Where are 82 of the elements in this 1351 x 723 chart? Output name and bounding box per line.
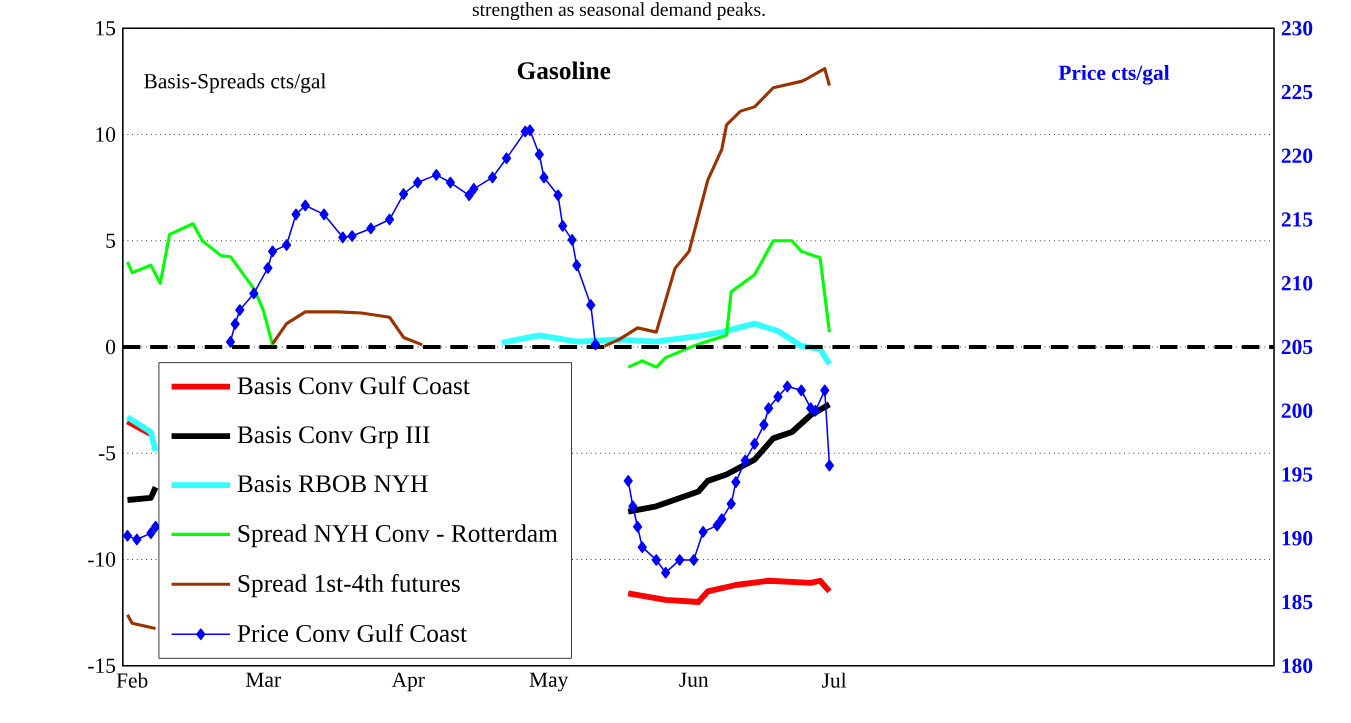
point <box>796 384 806 397</box>
y-tick-label: 10 <box>96 127 116 142</box>
y2-tick-label: 200 <box>1281 403 1313 418</box>
point <box>384 213 395 226</box>
point <box>558 219 568 232</box>
point <box>291 208 301 221</box>
y2-tick-label: 180 <box>1282 658 1313 673</box>
point <box>539 171 549 184</box>
point <box>675 553 685 566</box>
y2-tick-label: 215 <box>1281 212 1313 227</box>
point <box>628 500 638 513</box>
x-tick-label: May <box>529 672 569 692</box>
point <box>572 259 582 272</box>
point <box>267 245 278 258</box>
point <box>637 541 647 553</box>
point <box>534 148 544 161</box>
point <box>501 152 512 165</box>
point <box>740 454 750 467</box>
point <box>347 230 357 242</box>
y-tick-label: 0 <box>106 339 116 355</box>
point <box>445 176 455 189</box>
point <box>717 513 727 525</box>
point <box>661 566 671 579</box>
point <box>431 168 441 181</box>
point <box>824 459 835 472</box>
point <box>764 402 774 414</box>
point <box>487 171 498 184</box>
point <box>319 208 329 221</box>
y-tick-label: -15 <box>88 658 116 673</box>
x-tick-label: Jul <box>822 672 847 688</box>
y-tick-label: -10 <box>88 552 116 567</box>
point <box>698 525 708 538</box>
y2-tick-label: 210 <box>1281 275 1313 291</box>
y2-tick-label: 205 <box>1281 339 1313 355</box>
text: Gasoline <box>517 61 611 80</box>
point <box>731 476 741 488</box>
legend-label: Spread 1st-4th futures <box>238 573 460 598</box>
x-tick-label: Mar <box>245 672 281 687</box>
point <box>590 338 601 351</box>
y-tick-label: 15 <box>96 20 116 36</box>
point <box>282 239 292 251</box>
point <box>623 474 633 487</box>
point <box>567 233 577 246</box>
legend-label: Basis Conv Grp III <box>237 426 430 449</box>
point <box>633 520 643 533</box>
point <box>712 519 722 532</box>
point <box>366 222 376 235</box>
x-tick-label: Jun <box>679 672 709 687</box>
y2-tick-label: 220 <box>1281 148 1313 163</box>
y-tick-label: 5 <box>106 233 116 248</box>
point <box>759 418 769 431</box>
point <box>689 553 699 566</box>
y-tick-label: -5 <box>98 446 116 461</box>
point <box>782 380 792 393</box>
y2-tick-label: 195 <box>1282 467 1313 482</box>
y2-axis-title: Price cts/gal <box>1058 64 1170 85</box>
point <box>469 182 479 195</box>
point <box>651 553 661 566</box>
text: strengthen as seasonal demand peaks. <box>472 2 765 20</box>
point <box>586 298 596 311</box>
x-tick-label: Feb <box>116 672 148 688</box>
point <box>399 188 409 200</box>
point <box>413 176 423 189</box>
legend-label: Basis RBOB NYH <box>237 475 428 493</box>
point <box>464 189 474 201</box>
point <box>263 261 273 274</box>
x-tick-label: Apr <box>391 672 425 692</box>
point <box>300 199 310 212</box>
point <box>726 497 736 510</box>
legend-label: Spread NYH Conv - Rotterdam <box>238 524 558 547</box>
y-axis-title: Basis-Spreads cts/gal <box>144 73 326 93</box>
point <box>553 189 563 201</box>
point <box>820 384 830 397</box>
legend-label: Price Conv Gulf Coast <box>237 623 467 642</box>
point <box>338 231 348 244</box>
point <box>749 437 760 450</box>
y2-tick-label: 185 <box>1282 594 1313 610</box>
y2-tick-label: 230 <box>1281 20 1313 36</box>
legend-label: Basis Conv Gulf Coast <box>237 376 470 395</box>
point <box>773 390 783 403</box>
y2-tick-label: 190 <box>1282 530 1313 546</box>
y2-tick-label: 225 <box>1281 84 1313 100</box>
